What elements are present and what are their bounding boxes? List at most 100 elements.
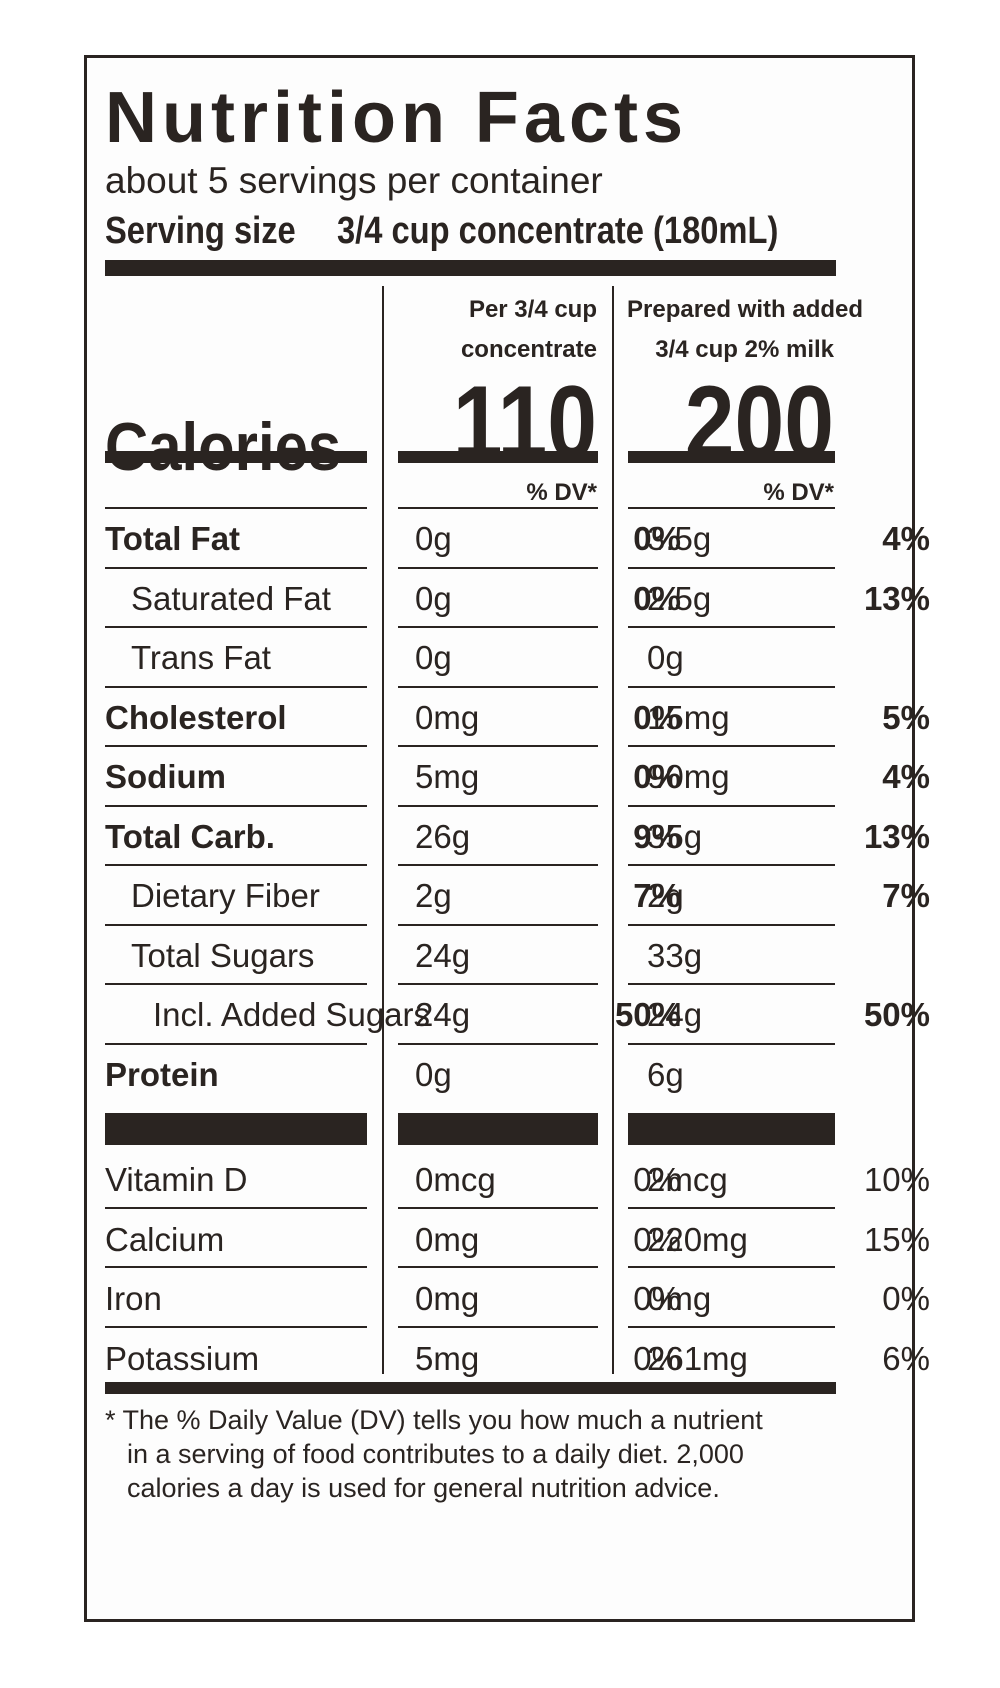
col1-daily-value: 7% — [633, 877, 681, 914]
serving-size: Serving size 3/4 cup concentrate (180mL) — [105, 206, 778, 256]
row-divider-name — [105, 804, 367, 807]
row-divider-col2 — [628, 507, 835, 509]
col1-daily-value: 0% — [633, 1220, 681, 1258]
row-divider-col2 — [628, 745, 835, 747]
vitamin-bar-col1 — [398, 1113, 598, 1145]
col2-daily-value: 4% — [882, 758, 930, 795]
col2-daily-value: 15% — [863, 1220, 930, 1258]
nutrient-name: Protein — [105, 1055, 219, 1093]
col2-amount: 2mcg — [647, 1161, 728, 1198]
col1-header-line2: concentrate — [460, 336, 597, 363]
row-divider-col2 — [628, 626, 835, 628]
row-divider-col2 — [628, 983, 835, 985]
col2-daily-value: 7% — [882, 877, 930, 914]
row-divider-name — [105, 685, 367, 688]
serving-size-label: Serving size — [105, 210, 296, 252]
footnote-line-3: calories a day is used for general nutri… — [127, 1473, 720, 1503]
row-divider-col2 — [628, 864, 835, 866]
col1-amount: 0mg — [415, 1220, 480, 1258]
col1-amount: 0g — [415, 639, 452, 676]
nutrition-facts-label: Nutrition Facts about 5 servings per con… — [84, 55, 930, 1622]
row-divider-col1 — [398, 626, 598, 628]
nutrient-name: Total Carb. — [105, 817, 275, 855]
col2-daily-value: 13% — [863, 817, 930, 855]
row-divider-col2 — [628, 923, 835, 926]
col1-amount: 0mcg — [415, 1161, 496, 1198]
col2-amount: 24g — [647, 996, 703, 1033]
row-divider-col2 — [628, 804, 835, 807]
col2-daily-value: 0% — [882, 1280, 930, 1317]
vitamin-name: Vitamin D — [105, 1161, 248, 1198]
col1-amount: 0g — [415, 520, 452, 557]
col1-daily-value: 0% — [633, 698, 681, 736]
row-divider-col1 — [398, 923, 598, 926]
servings-per-container: about 5 servings per container — [105, 160, 603, 201]
vitamin-name: Iron — [105, 1280, 162, 1317]
col1-daily-value: 0% — [633, 1339, 681, 1377]
col2-amount: 6g — [647, 1055, 684, 1093]
row-divider-name — [105, 626, 367, 628]
vitamin-bar-name — [105, 1113, 367, 1145]
row-divider-col2 — [628, 685, 835, 688]
calories-bar-col1 — [398, 451, 598, 463]
vitamin-name: Potassium — [105, 1339, 260, 1377]
row-divider-col1 — [398, 685, 598, 688]
col2-dv-header: % DV* — [763, 479, 834, 506]
daily-value-footnote: * The % Daily Value (DV) tells you how m… — [105, 1403, 835, 1505]
calories-bar-name — [105, 451, 367, 463]
row-divider-col1 — [398, 1266, 598, 1268]
col1-daily-value: 0% — [633, 579, 681, 617]
col1-amount: 2g — [415, 877, 452, 914]
col1-daily-value: 0% — [633, 1161, 681, 1198]
col1-amount: 24g — [415, 936, 471, 974]
nutrient-name: Dietary Fiber — [131, 877, 320, 914]
col2-daily-value: 13% — [863, 579, 930, 617]
calories-label: Calories — [105, 409, 342, 485]
col2-daily-value: 4% — [882, 520, 930, 557]
row-divider-col1 — [398, 1206, 598, 1209]
column-divider-1 — [382, 286, 384, 1374]
row-divider-col2 — [628, 1266, 835, 1268]
nutrient-name: Saturated Fat — [131, 579, 331, 617]
row-divider-col1 — [398, 745, 598, 747]
row-divider-name — [105, 864, 367, 866]
row-divider-col1 — [398, 507, 598, 509]
footnote-line-2: in a serving of food contributes to a da… — [127, 1439, 744, 1469]
row-divider-col2 — [628, 1325, 835, 1328]
row-divider-name — [105, 1206, 367, 1209]
col1-amount: 26g — [415, 817, 471, 855]
nutrient-name: Total Sugars — [131, 936, 315, 974]
col2-daily-value: 6% — [882, 1339, 930, 1377]
vitamin-name: Calcium — [105, 1220, 225, 1258]
column-divider-2 — [612, 286, 614, 1374]
nutrient-name: Trans Fat — [131, 639, 271, 676]
row-divider-name — [105, 566, 367, 569]
row-divider-col1 — [398, 1325, 598, 1328]
row-divider-name — [105, 1266, 367, 1268]
col1-amount: 0g — [415, 1055, 452, 1093]
row-divider-col1 — [398, 1042, 598, 1045]
col1-amount: 0g — [415, 579, 452, 617]
row-divider-col1 — [398, 864, 598, 866]
col1-daily-value: 0% — [633, 520, 681, 557]
col1-header-line1: Per 3/4 cup — [468, 296, 597, 323]
col2-amount: 0g — [647, 639, 684, 676]
col1-amount: 0mg — [415, 698, 480, 736]
col2-header-line2: 3/4 cup 2% milk — [655, 336, 834, 363]
col2-amount: 220mg — [647, 1220, 748, 1258]
nutrient-name: Cholesterol — [105, 698, 287, 736]
col1-amount: 0mg — [415, 1280, 480, 1317]
col2-amount: 3.5g — [647, 520, 712, 557]
label-title: Nutrition Facts — [105, 78, 689, 158]
col1-daily-value: 0% — [633, 1280, 681, 1317]
col2-amount: 35g — [647, 817, 703, 855]
row-divider-col2 — [628, 1206, 835, 1209]
calories-bar-col2 — [628, 451, 835, 463]
nutrient-name: Sodium — [105, 758, 226, 795]
nutrient-name: Total Fat — [105, 520, 241, 557]
footnote-line-1: * The % Daily Value (DV) tells you how m… — [105, 1405, 763, 1435]
vitamin-bar-col2 — [628, 1113, 835, 1145]
col2-amount: 90mg — [647, 758, 730, 795]
row-divider-col1 — [398, 983, 598, 985]
col2-daily-value: 10% — [863, 1161, 930, 1198]
